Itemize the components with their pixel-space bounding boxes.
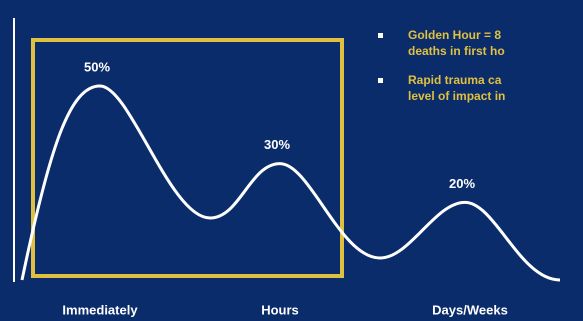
value-label: 30% [264,137,290,152]
category-label: Days/Weeks [432,302,508,317]
bullet [378,78,383,83]
curve-hump [20,84,211,281]
note-text: Golden Hour = 8 [408,28,501,42]
value-label: 20% [449,176,475,191]
note-text: deaths in first ho [408,44,505,58]
note-text: Rapid trauma ca [408,73,502,87]
curve-hump [379,200,561,282]
value-label: 50% [84,59,110,74]
category-label: Immediately [62,302,138,317]
highlight-box [31,38,344,278]
curve-hump [209,162,381,260]
note-text: level of impact in [408,89,505,103]
bullet [378,33,383,38]
category-label: Hours [261,302,299,317]
